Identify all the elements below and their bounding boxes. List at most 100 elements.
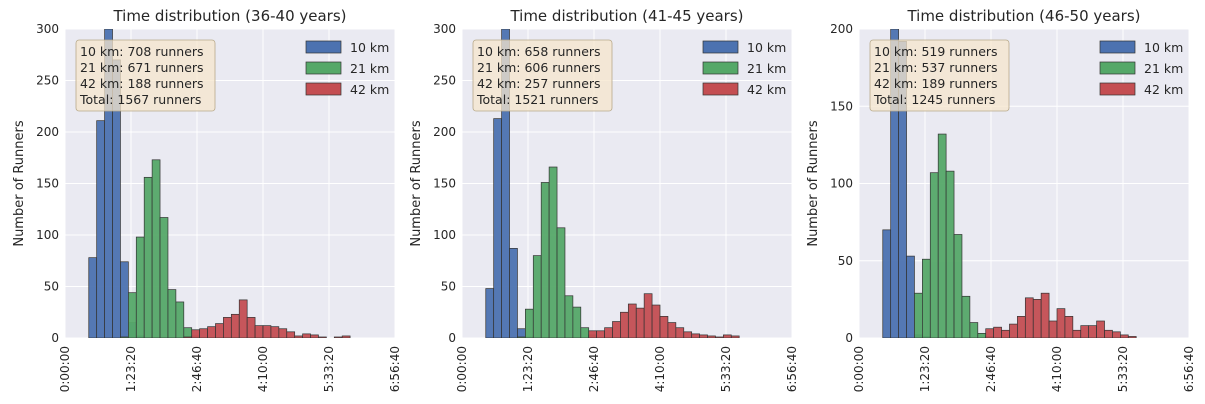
histogram-bar xyxy=(159,217,169,338)
histogram-bar xyxy=(509,248,518,338)
histogram-bar xyxy=(333,336,343,338)
x-tick-label: 0:00:00 xyxy=(852,346,866,392)
bars xyxy=(88,29,351,338)
histogram-bar xyxy=(961,295,971,338)
histogram-bar xyxy=(691,333,700,338)
histogram-bar xyxy=(318,336,327,338)
histogram-bar xyxy=(128,292,137,338)
histogram-bar xyxy=(564,295,574,338)
y-tick-label: 250 xyxy=(433,74,456,88)
x-tick-label: 2:46:40 xyxy=(984,346,998,392)
legend-label: 10 km xyxy=(350,40,389,55)
legend-label: 10 km xyxy=(1144,40,1183,55)
x-tick-label: 1:23:20 xyxy=(124,346,138,392)
y-tick-label: 100 xyxy=(36,228,59,242)
histogram-bar xyxy=(1104,329,1113,338)
x-tick-label: 1:23:20 xyxy=(521,346,535,392)
histogram-bar xyxy=(310,334,319,338)
histogram-bar xyxy=(635,307,645,338)
histogram-bar xyxy=(937,133,947,338)
histogram-bar xyxy=(715,336,724,338)
histogram-bar xyxy=(215,323,224,338)
histogram-bar xyxy=(191,329,200,338)
series-42-km xyxy=(588,293,740,338)
histogram-bar xyxy=(1001,329,1010,338)
histogram-bar xyxy=(525,308,534,338)
histogram-bar xyxy=(175,301,185,338)
histogram-bar xyxy=(1040,292,1050,338)
stats-line: 10 km: 658 runners xyxy=(477,44,601,59)
histogram-bar xyxy=(120,336,129,338)
histogram-bar xyxy=(1080,325,1090,338)
histogram-bar xyxy=(985,328,994,338)
y-tick-label: 200 xyxy=(36,125,59,139)
histogram-bar xyxy=(151,159,161,338)
histogram-bar xyxy=(262,325,272,338)
histogram-bar xyxy=(96,120,105,338)
legend-swatch xyxy=(702,82,739,96)
histogram-bar xyxy=(88,257,98,338)
histogram-bar xyxy=(485,288,495,338)
histogram-bar xyxy=(1127,336,1137,338)
legend-label: 42 km xyxy=(747,82,786,97)
histogram-bar xyxy=(882,229,892,338)
stats-line: 10 km: 519 runners xyxy=(874,44,998,59)
histogram-bar xyxy=(993,326,1002,338)
series-42-km xyxy=(183,299,351,338)
histogram-bar xyxy=(207,326,216,338)
x-tick-label: 6:56:40 xyxy=(388,346,402,392)
histogram-bar xyxy=(501,29,510,338)
histogram-bar xyxy=(1072,329,1082,338)
y-tick-label: 50 xyxy=(441,280,456,294)
y-tick-label: 100 xyxy=(830,177,853,191)
histogram-bar xyxy=(167,289,177,338)
histogram-bar xyxy=(1024,297,1034,338)
histogram-bar xyxy=(730,335,740,338)
histogram-bar xyxy=(183,327,193,338)
histogram-bar xyxy=(707,335,716,338)
histogram-bar xyxy=(604,327,613,338)
y-tick-label: 300 xyxy=(433,22,456,36)
histogram-bar xyxy=(914,292,923,338)
stats-line: Total: 1521 runners xyxy=(476,92,598,107)
x-tick-label: 4:10:00 xyxy=(653,346,667,392)
legend: 10 km 21 km 42 km xyxy=(702,40,786,97)
y-tick-label: 250 xyxy=(36,74,59,88)
histogram-bar xyxy=(548,166,558,338)
histogram-bar xyxy=(143,176,153,338)
x-tick-label: 6:56:40 xyxy=(1182,346,1196,392)
histogram-bar xyxy=(627,303,637,338)
x-tick-label: 5:33:20 xyxy=(1116,346,1130,392)
x-tick-label: 4:10:00 xyxy=(1050,346,1064,392)
y-tick-label: 150 xyxy=(830,99,853,113)
histogram-bar xyxy=(556,227,566,338)
stats-line: 42 km: 257 runners xyxy=(477,76,601,91)
histogram-bar xyxy=(517,328,526,338)
histogram-bar xyxy=(1009,323,1018,338)
legend-label: 21 km xyxy=(1144,61,1183,76)
chart-title: Time distribution (36-40 years) xyxy=(112,7,346,25)
y-axis-label: Number of Runners xyxy=(409,120,424,247)
stats-line: 10 km: 708 runners xyxy=(80,44,204,59)
stats-box-background xyxy=(472,39,613,112)
legend: 10 km 21 km 42 km xyxy=(1099,40,1183,97)
stats-box-background xyxy=(869,39,1010,112)
legend-label: 21 km xyxy=(747,61,786,76)
stats-line: Total: 1245 runners xyxy=(873,92,995,107)
histogram-bar xyxy=(230,313,240,338)
legend-swatch xyxy=(1099,61,1136,75)
histogram-bar xyxy=(675,327,685,338)
chart-title: Time distribution (41-45 years) xyxy=(509,7,743,25)
histogram-bar xyxy=(1120,334,1129,338)
histogram-bar xyxy=(120,261,129,338)
histogram-bar xyxy=(1032,299,1042,338)
stats-line: 42 km: 189 runners xyxy=(874,76,998,91)
x-tick-label: 2:46:40 xyxy=(587,346,601,392)
histogram-bar xyxy=(643,293,653,338)
histogram-bar xyxy=(1017,316,1026,338)
histogram-bar xyxy=(135,236,145,338)
y-tick-label: 50 xyxy=(838,254,853,268)
legend-swatch xyxy=(702,40,739,54)
